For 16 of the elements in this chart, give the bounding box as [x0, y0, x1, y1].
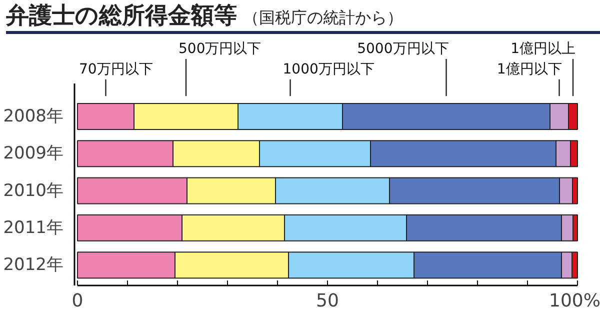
series-label: 70万円以下 — [79, 62, 153, 78]
x-tick-label: 100% — [549, 290, 600, 312]
x-tick-label: 50 — [316, 290, 339, 312]
y-tick-label: 2009年 — [3, 144, 64, 164]
series-label: 1000万円以下 — [282, 62, 374, 78]
text: 1億円以上 — [510, 41, 576, 58]
y-tick-label: 2012年 — [3, 255, 64, 276]
series-label: 1億円以下 — [496, 62, 562, 78]
text: 500万円以下 — [178, 41, 262, 58]
chart-title: 弁護士の総所得金額等 — [6, 3, 237, 29]
y-tick-label: 2008年 — [3, 106, 64, 126]
chart-subtitle: （国税庁の統計から） — [243, 8, 403, 27]
y-tick-label: 2011年 — [3, 218, 64, 238]
text: 5000万円以下 — [357, 41, 449, 58]
x-tick-label: 0 — [72, 290, 84, 312]
y-tick-label: 2010年 — [3, 180, 64, 201]
